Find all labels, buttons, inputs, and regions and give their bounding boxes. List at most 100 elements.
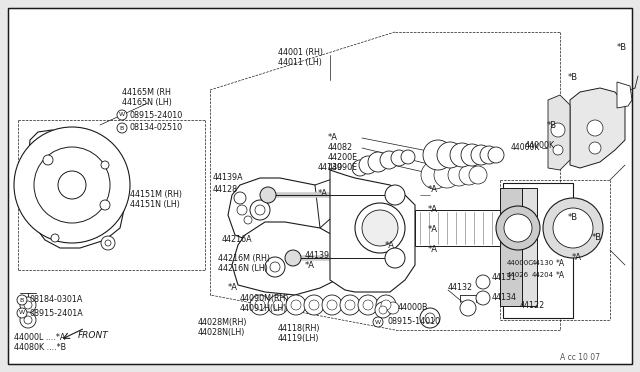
Circle shape	[309, 300, 319, 310]
Text: *A: *A	[328, 134, 338, 142]
Text: *B: *B	[617, 44, 627, 52]
Circle shape	[327, 300, 337, 310]
Text: 44000K: 44000K	[511, 144, 540, 153]
Circle shape	[385, 185, 405, 205]
Circle shape	[273, 300, 283, 310]
Text: 08915-2401A: 08915-2401A	[30, 308, 84, 317]
Text: 44001 (RH): 44001 (RH)	[278, 48, 323, 57]
Circle shape	[117, 123, 127, 133]
Text: 44216A: 44216A	[222, 235, 253, 244]
Circle shape	[420, 308, 440, 328]
Text: B: B	[20, 298, 24, 302]
Text: *A: *A	[428, 225, 438, 234]
Circle shape	[476, 275, 490, 289]
Circle shape	[401, 150, 415, 164]
Circle shape	[551, 123, 565, 137]
Text: 44028M(RH): 44028M(RH)	[198, 317, 248, 327]
Text: *A: *A	[556, 270, 565, 279]
Text: *B: *B	[592, 234, 602, 243]
Text: 44119(LH): 44119(LH)	[278, 334, 319, 343]
Polygon shape	[570, 88, 625, 168]
Text: 44118(RH): 44118(RH)	[278, 324, 321, 333]
Circle shape	[285, 250, 301, 266]
Polygon shape	[548, 95, 570, 170]
Text: 44130: 44130	[532, 260, 554, 266]
Circle shape	[587, 120, 603, 136]
Circle shape	[51, 234, 59, 242]
Bar	[415, 210, 515, 246]
Circle shape	[553, 145, 563, 155]
Text: 44026: 44026	[507, 272, 529, 278]
Circle shape	[469, 166, 487, 184]
Circle shape	[362, 210, 398, 246]
Text: 44139A: 44139A	[213, 173, 244, 183]
Polygon shape	[330, 170, 415, 292]
Text: 44082: 44082	[328, 144, 353, 153]
Circle shape	[496, 206, 540, 250]
Circle shape	[105, 240, 111, 246]
Circle shape	[379, 306, 387, 314]
Polygon shape	[28, 130, 125, 248]
Circle shape	[244, 216, 252, 224]
Text: 44151M (RH): 44151M (RH)	[130, 190, 182, 199]
Circle shape	[250, 295, 270, 315]
Circle shape	[375, 302, 391, 318]
Text: W: W	[19, 311, 25, 315]
Circle shape	[553, 208, 593, 248]
Circle shape	[24, 301, 32, 309]
Circle shape	[423, 140, 453, 170]
Text: *A: *A	[385, 241, 395, 250]
Text: 44000L ....*A: 44000L ....*A	[14, 334, 65, 343]
Circle shape	[265, 257, 285, 277]
Circle shape	[255, 205, 265, 215]
Circle shape	[17, 308, 27, 318]
Text: 44216M (RH): 44216M (RH)	[218, 253, 270, 263]
Circle shape	[17, 295, 27, 305]
Circle shape	[359, 156, 377, 174]
Circle shape	[421, 161, 449, 189]
Circle shape	[425, 313, 435, 323]
Circle shape	[291, 300, 301, 310]
Circle shape	[43, 155, 53, 165]
Text: 44204: 44204	[532, 272, 554, 278]
Circle shape	[437, 142, 463, 168]
Circle shape	[385, 248, 405, 268]
Circle shape	[476, 291, 490, 305]
Circle shape	[101, 161, 109, 169]
Text: *A: *A	[318, 189, 328, 198]
Text: 44000C: 44000C	[507, 260, 534, 266]
Text: 44000B: 44000B	[398, 304, 429, 312]
Circle shape	[358, 295, 378, 315]
Text: 44165N (LH): 44165N (LH)	[122, 97, 172, 106]
Polygon shape	[617, 82, 632, 108]
Text: 08915-24010: 08915-24010	[130, 110, 183, 119]
Text: *A: *A	[428, 186, 438, 195]
Text: 44216N (LH): 44216N (LH)	[218, 263, 268, 273]
Circle shape	[352, 160, 368, 176]
Text: 44122: 44122	[520, 301, 545, 310]
Circle shape	[459, 165, 479, 185]
Circle shape	[100, 200, 110, 210]
Circle shape	[380, 151, 398, 169]
Text: *A: *A	[428, 246, 438, 254]
Circle shape	[488, 147, 504, 163]
Text: 44011 (LH): 44011 (LH)	[278, 58, 322, 67]
Circle shape	[387, 302, 399, 314]
Circle shape	[373, 317, 383, 327]
Bar	[500, 188, 522, 306]
Polygon shape	[315, 178, 345, 228]
Text: W: W	[375, 320, 381, 324]
Text: *A: *A	[572, 253, 582, 263]
Circle shape	[461, 144, 483, 166]
Circle shape	[543, 198, 603, 258]
Circle shape	[589, 142, 601, 154]
Circle shape	[322, 295, 342, 315]
Text: 44151N (LH): 44151N (LH)	[130, 201, 180, 209]
Circle shape	[101, 236, 115, 250]
Circle shape	[363, 300, 373, 310]
Circle shape	[24, 316, 32, 324]
Circle shape	[340, 295, 360, 315]
Text: 44090M(RH): 44090M(RH)	[240, 294, 289, 302]
Text: 44134: 44134	[492, 294, 517, 302]
Text: 44090E: 44090E	[328, 164, 358, 173]
